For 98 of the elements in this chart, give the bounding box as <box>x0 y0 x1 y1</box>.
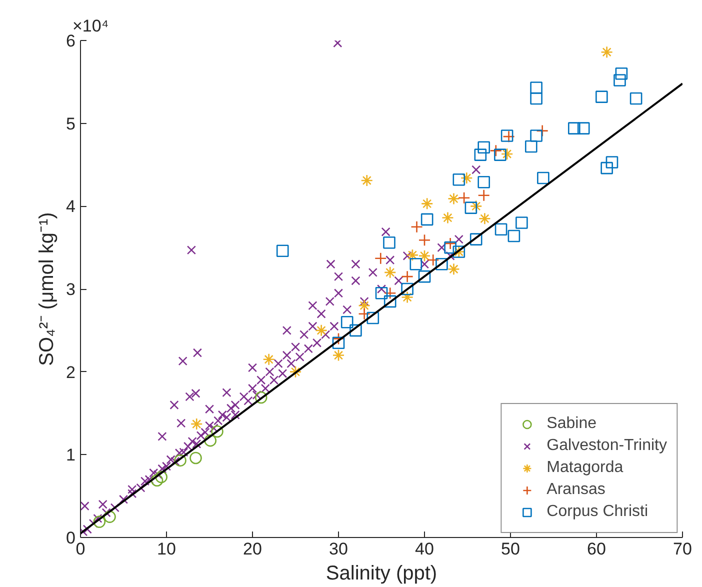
x-tick-label: 50 <box>501 540 520 558</box>
point <box>358 299 370 312</box>
point <box>420 213 434 226</box>
point <box>448 192 460 205</box>
point <box>615 67 628 80</box>
point <box>332 336 345 349</box>
point <box>374 252 387 264</box>
point <box>350 324 362 337</box>
point <box>155 470 168 484</box>
point <box>418 234 431 246</box>
point <box>190 452 202 464</box>
point <box>630 92 642 105</box>
x-tick-label: 60 <box>587 540 606 558</box>
point <box>375 286 388 300</box>
point <box>490 144 502 157</box>
y-tick-label: 4 <box>66 197 76 216</box>
point <box>577 122 590 134</box>
point <box>568 122 580 134</box>
legend-label: Sabine <box>546 415 596 433</box>
point <box>406 248 419 262</box>
point <box>315 324 328 337</box>
point <box>204 434 217 447</box>
point <box>500 148 514 160</box>
point <box>150 474 164 486</box>
point <box>444 237 456 250</box>
point <box>401 291 414 304</box>
x-tick-label: 30 <box>329 540 348 558</box>
point <box>190 418 203 430</box>
point <box>93 516 106 528</box>
point <box>596 90 608 103</box>
point <box>384 295 396 308</box>
legend-label: Matagorda <box>546 459 624 477</box>
point <box>452 174 466 186</box>
point <box>276 244 289 258</box>
legend-label: Corpus Christi <box>546 503 648 521</box>
point <box>401 270 414 283</box>
point <box>410 220 423 234</box>
point <box>384 266 396 279</box>
x-tick-label: 40 <box>415 540 434 558</box>
point <box>366 312 380 324</box>
y-tick-label: 3 <box>66 280 76 299</box>
point <box>536 124 548 137</box>
point <box>104 510 116 523</box>
point <box>516 216 528 229</box>
y-tick-label: 5 <box>66 114 76 134</box>
point <box>474 148 487 161</box>
legend-label: Galveston-Trinity <box>546 437 667 455</box>
point <box>470 233 482 246</box>
y-axis-title: SO₄²⁻ (μmol kg⁻¹) <box>36 212 58 366</box>
y-tick-label: 2 <box>66 362 76 382</box>
point <box>418 270 431 283</box>
legend-label: Aransas <box>546 481 606 499</box>
point <box>464 202 478 214</box>
point <box>426 254 440 266</box>
point <box>606 156 618 168</box>
point <box>524 140 538 153</box>
point <box>360 174 374 187</box>
point <box>460 172 473 184</box>
point <box>436 258 448 270</box>
x-axis-title: Salinity (ppt) <box>326 562 438 584</box>
point <box>478 212 491 225</box>
x-tick-label: 70 <box>673 540 692 558</box>
point <box>418 250 431 262</box>
point <box>444 241 456 254</box>
point <box>448 262 460 276</box>
point <box>384 286 396 300</box>
point <box>254 391 268 404</box>
point <box>289 366 302 378</box>
point <box>332 332 345 345</box>
point <box>600 46 613 58</box>
point <box>340 316 354 328</box>
point <box>420 198 434 210</box>
point <box>332 349 345 362</box>
point <box>410 258 422 270</box>
point <box>211 425 224 438</box>
point <box>530 82 542 94</box>
point <box>358 308 370 320</box>
y-tick-label: 1 <box>66 446 76 465</box>
point <box>458 192 470 204</box>
point <box>470 200 482 212</box>
point <box>478 176 490 188</box>
point <box>530 130 542 142</box>
point <box>600 162 613 174</box>
point <box>494 223 508 236</box>
x-tick-label: 10 <box>157 540 176 558</box>
point <box>530 92 542 105</box>
point <box>478 141 490 154</box>
point <box>262 353 275 366</box>
point <box>174 454 186 467</box>
point <box>614 74 626 86</box>
point <box>494 148 506 161</box>
point <box>442 212 454 224</box>
point <box>383 236 396 249</box>
point <box>537 172 550 184</box>
point <box>478 189 490 202</box>
point <box>401 282 414 296</box>
point <box>508 230 520 242</box>
x-tick-label: 20 <box>243 540 262 558</box>
